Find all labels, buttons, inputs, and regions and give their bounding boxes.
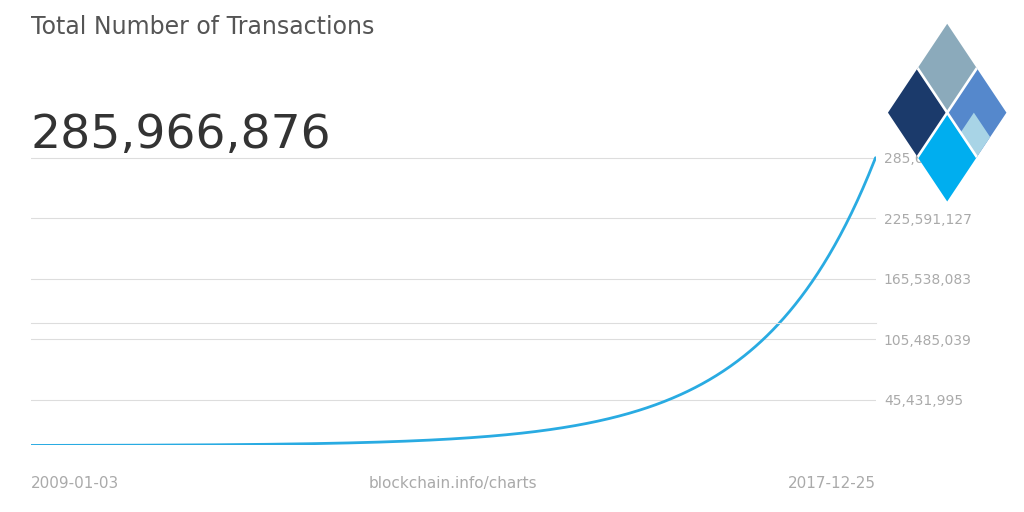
Polygon shape xyxy=(961,113,990,157)
Polygon shape xyxy=(888,68,947,157)
Polygon shape xyxy=(947,68,1007,157)
Polygon shape xyxy=(918,24,977,113)
Text: Total Number of Transactions: Total Number of Transactions xyxy=(31,15,374,39)
Polygon shape xyxy=(918,113,977,202)
Text: blockchain.info/charts: blockchain.info/charts xyxy=(369,476,538,491)
Text: 285,966,876: 285,966,876 xyxy=(31,113,332,158)
Polygon shape xyxy=(916,67,978,158)
Polygon shape xyxy=(916,67,978,158)
Text: 2009-01-03: 2009-01-03 xyxy=(31,476,119,491)
Text: 2017-12-25: 2017-12-25 xyxy=(787,476,876,491)
